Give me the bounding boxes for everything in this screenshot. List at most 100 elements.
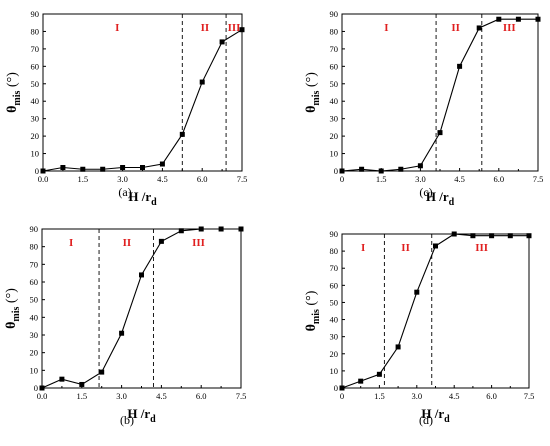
y-tick-label: 70 — [30, 259, 39, 269]
y-tick-label: 0 — [35, 166, 39, 176]
data-point — [339, 168, 345, 174]
data-point — [140, 165, 145, 171]
y-tick-label: 10 — [330, 366, 339, 376]
x-tick-label: 6.0 — [196, 391, 207, 401]
y-tick-label: 60 — [330, 280, 339, 290]
region-label: III — [228, 22, 241, 34]
x-tick-label: 4.5 — [156, 391, 167, 401]
data-point — [60, 165, 66, 171]
data-point — [515, 16, 521, 22]
panel-caption: (d) — [419, 413, 433, 427]
data-point — [359, 166, 365, 172]
x-tick-label: 3.0 — [116, 391, 127, 401]
series-line — [341, 18, 538, 172]
x-tick-label: 3.0 — [415, 174, 426, 184]
region-label: III — [503, 22, 516, 34]
data-point — [451, 231, 457, 237]
y-tick-label: 30 — [31, 114, 40, 124]
y-tick-label: 80 — [330, 26, 339, 36]
region-label: III — [192, 237, 205, 249]
data-point — [139, 272, 144, 278]
x-axis-title: H /rd — [128, 189, 157, 208]
data-point — [378, 168, 384, 174]
x-axis-title: H /rd — [426, 189, 455, 208]
y-tick-label: 10 — [30, 365, 39, 375]
x-tick-label: 3.0 — [117, 174, 128, 184]
plot-frame — [41, 228, 242, 389]
data-point — [99, 369, 105, 375]
data-point — [218, 226, 224, 232]
data-point — [535, 16, 541, 22]
y-tick-label: 90 — [330, 9, 339, 19]
y-tick-label: 50 — [30, 295, 39, 305]
data-point — [39, 385, 45, 391]
y-axis-title: θmis (°) — [4, 288, 22, 329]
data-point — [198, 226, 204, 232]
data-point — [437, 130, 443, 136]
data-point — [79, 381, 85, 387]
x-tick-label: 1.5 — [374, 391, 385, 401]
data-point — [178, 228, 184, 234]
region-label: II — [201, 22, 210, 34]
y-tick-label: 80 — [30, 242, 39, 252]
x-tick-label: 6.0 — [197, 174, 208, 184]
x-tick-label: 1.5 — [76, 391, 87, 401]
y-tick-label: 10 — [330, 149, 339, 159]
region-label: II — [451, 22, 460, 34]
data-point — [433, 243, 438, 249]
region-label: I — [384, 22, 388, 34]
data-point — [158, 238, 164, 244]
y-tick-label: 70 — [330, 44, 339, 54]
y-tick-label: 20 — [330, 349, 339, 359]
y-tick-label: 0 — [34, 383, 38, 393]
y-tick-label: 90 — [330, 229, 339, 239]
y-axis-title: θmis (°) — [5, 72, 23, 113]
data-point — [457, 63, 463, 69]
y-tick-label: 30 — [30, 330, 39, 340]
y-tick-label: 80 — [330, 246, 339, 256]
y-axis-title: θmis (°) — [304, 72, 322, 113]
data-point — [40, 168, 46, 174]
y-tick-label: 60 — [30, 277, 39, 287]
y-tick-label: 70 — [31, 44, 40, 54]
region-label: II — [123, 237, 132, 249]
y-tick-label: 0 — [334, 383, 338, 393]
plot-frame — [341, 233, 530, 389]
series-line — [42, 29, 243, 172]
x-tick-label: 7.5 — [236, 391, 247, 401]
data-point — [339, 385, 345, 391]
x-axis-title: H /rd — [421, 406, 450, 425]
x-tick-label: 1.5 — [376, 174, 387, 184]
panel-caption: (a) — [118, 185, 131, 199]
data-point — [417, 163, 423, 169]
data-point — [159, 161, 165, 167]
x-tick-label: 4.5 — [449, 391, 460, 401]
x-tick-label: 7.5 — [524, 391, 535, 401]
data-point — [59, 376, 65, 382]
y-tick-label: 30 — [330, 332, 339, 342]
data-point — [120, 165, 126, 171]
x-tick-label: 7.5 — [533, 174, 544, 184]
x-axis-title: H /rd — [127, 406, 156, 425]
y-tick-label: 50 — [330, 297, 339, 307]
y-tick-label: 60 — [330, 61, 339, 71]
y-tick-label: 50 — [31, 79, 40, 89]
x-tick-label: 6.0 — [493, 174, 504, 184]
data-point — [395, 344, 401, 350]
plot-frame — [42, 13, 243, 172]
data-point — [100, 166, 106, 172]
data-point — [496, 16, 502, 22]
panel-caption: (c) — [419, 185, 432, 199]
data-point — [507, 233, 513, 239]
data-point — [119, 330, 125, 336]
y-tick-label: 80 — [31, 26, 40, 36]
y-tick-label: 40 — [31, 96, 40, 106]
y-tick-label: 0 — [334, 166, 338, 176]
region-label: I — [115, 22, 119, 34]
x-tick-label: 0.0 — [38, 174, 49, 184]
data-point — [489, 233, 495, 239]
